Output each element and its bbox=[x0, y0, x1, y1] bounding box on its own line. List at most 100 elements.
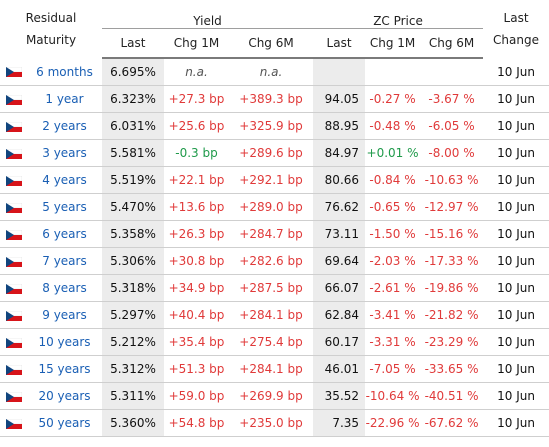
yield-chg1m-cell: +35.4 bp bbox=[164, 328, 229, 356]
zc-chg6m-cell: -3.67 % bbox=[420, 85, 484, 113]
zc-chg6m-cell: -15.16 % bbox=[420, 220, 484, 248]
table-row: 1 year 6.323% +27.3 bp +389.3 bp 94.05 -… bbox=[0, 85, 549, 113]
table-row: 9 years 5.297% +40.4 bp +284.1 bp 62.84 … bbox=[0, 301, 549, 329]
yield-last-cell: 6.031% bbox=[102, 112, 164, 140]
maturity-link[interactable]: 4 years bbox=[27, 166, 102, 194]
yield-chg1m-cell: +25.6 bp bbox=[164, 112, 229, 140]
maturity-link[interactable]: 15 years bbox=[27, 355, 102, 383]
table-row: 8 years 5.318% +34.9 bp +287.5 bp 66.07 … bbox=[0, 274, 549, 302]
yield-chg1m-cell: +51.3 bp bbox=[164, 355, 229, 383]
yield-last-cell: 6.323% bbox=[102, 85, 164, 113]
zc-chg1m-cell: -0.48 % bbox=[365, 112, 421, 140]
maturity-link[interactable]: 7 years bbox=[27, 247, 102, 275]
flag-cell bbox=[0, 247, 27, 275]
flag-cell bbox=[0, 139, 27, 167]
last-change-date-cell: 10 Jun bbox=[483, 382, 549, 410]
maturity-link[interactable]: 8 years bbox=[27, 274, 102, 302]
table-row: 50 years 5.360% +54.8 bp +235.0 bp 7.35 … bbox=[0, 409, 549, 437]
czech-flag-icon bbox=[5, 391, 22, 402]
yield-last-cell: 5.318% bbox=[102, 274, 164, 302]
yield-chg6m-cell: +269.9 bp bbox=[229, 382, 314, 410]
czech-flag-icon bbox=[5, 337, 22, 348]
yield-last-cell: 5.297% bbox=[102, 301, 164, 329]
czech-flag-icon bbox=[5, 418, 22, 429]
maturity-link[interactable]: 9 years bbox=[27, 301, 102, 329]
yield-chg1m-cell: +40.4 bp bbox=[164, 301, 229, 329]
maturity-link[interactable]: 6 months bbox=[27, 58, 102, 86]
maturity-link[interactable]: 2 years bbox=[27, 112, 102, 140]
flag-cell bbox=[0, 58, 27, 86]
flag-cell bbox=[0, 301, 27, 329]
maturity-link[interactable]: 20 years bbox=[27, 382, 102, 410]
header-row-top: Residual Maturity Yield ZC Price Last Ch… bbox=[0, 0, 549, 47]
maturity-link[interactable]: 10 years bbox=[27, 328, 102, 356]
czech-flag-icon bbox=[5, 256, 22, 267]
last-change-date-cell: 10 Jun bbox=[483, 355, 549, 383]
yield-last-cell: 5.306% bbox=[102, 247, 164, 275]
yield-chg6m-cell: +275.4 bp bbox=[229, 328, 314, 356]
zc-last-cell: 80.66 bbox=[313, 166, 366, 194]
czech-flag-icon bbox=[5, 283, 22, 294]
maturity-link[interactable]: 50 years bbox=[27, 409, 102, 437]
yield-chg6m-cell: +282.6 bp bbox=[229, 247, 314, 275]
zc-last-cell: 76.62 bbox=[313, 193, 366, 221]
yield-last-cell: 5.312% bbox=[102, 355, 164, 383]
last-change-date-cell: 10 Jun bbox=[483, 409, 549, 437]
yield-chg6m-cell: +284.1 bp bbox=[229, 301, 314, 329]
maturity-link[interactable]: 1 year bbox=[27, 85, 102, 113]
table-row: 3 years 5.581% -0.3 bp +289.6 bp 84.97 +… bbox=[0, 139, 549, 167]
zc-chg1m-cell: -3.41 % bbox=[365, 301, 421, 329]
zc-chg1m-cell: -2.03 % bbox=[365, 247, 421, 275]
zc-chg6m-header: Chg 6M bbox=[420, 28, 484, 59]
table-row: 15 years 5.312% +51.3 bp +284.1 bp 46.01… bbox=[0, 355, 549, 383]
zc-chg6m-cell: -17.33 % bbox=[420, 247, 484, 275]
flag-cell bbox=[0, 274, 27, 302]
yield-last-header: Last bbox=[102, 28, 164, 59]
yield-chg6m-cell: +389.3 bp bbox=[229, 85, 314, 113]
table-row: 7 years 5.306% +30.8 bp +282.6 bp 69.64 … bbox=[0, 247, 549, 275]
yield-chg1m-header: Chg 1M bbox=[164, 28, 229, 59]
zc-chg1m-cell: -10.64 % bbox=[365, 382, 421, 410]
yield-last-cell: 5.360% bbox=[102, 409, 164, 437]
residual-maturity-header: Residual Maturity bbox=[25, 11, 77, 47]
flag-cell bbox=[0, 220, 27, 248]
yield-last-cell: 5.358% bbox=[102, 220, 164, 248]
yield-chg1m-cell: +34.9 bp bbox=[164, 274, 229, 302]
zc-last-cell: 94.05 bbox=[313, 85, 366, 113]
zc-chg6m-cell: -10.63 % bbox=[420, 166, 484, 194]
table-row: 20 years 5.311% +59.0 bp +269.9 bp 35.52… bbox=[0, 382, 549, 410]
zc-chg6m-cell: -12.97 % bbox=[420, 193, 484, 221]
flag-cell bbox=[0, 382, 27, 410]
yield-chg1m-cell: +30.8 bp bbox=[164, 247, 229, 275]
czech-flag-icon bbox=[5, 148, 22, 159]
yield-chg1m-cell: n.a. bbox=[164, 58, 229, 86]
last-change-date-cell: 10 Jun bbox=[483, 274, 549, 302]
yield-last-cell: 6.695% bbox=[102, 58, 164, 86]
yield-chg6m-cell: +284.1 bp bbox=[229, 355, 314, 383]
zc-chg6m-cell: -6.05 % bbox=[420, 112, 484, 140]
yield-chg6m-cell: +289.6 bp bbox=[229, 139, 314, 167]
yield-chg1m-cell: +13.6 bp bbox=[164, 193, 229, 221]
flag-cell bbox=[0, 112, 27, 140]
table-row: 2 years 6.031% +25.6 bp +325.9 bp 88.95 … bbox=[0, 112, 549, 140]
czech-flag-icon bbox=[5, 364, 22, 375]
table-row: 4 years 5.519% +22.1 bp +292.1 bp 80.66 … bbox=[0, 166, 549, 194]
yield-chg1m-cell: +59.0 bp bbox=[164, 382, 229, 410]
yield-last-cell: 5.311% bbox=[102, 382, 164, 410]
maturity-link[interactable]: 5 years bbox=[27, 193, 102, 221]
yield-chg1m-cell: +54.8 bp bbox=[164, 409, 229, 437]
flag-cell bbox=[0, 166, 27, 194]
yield-last-cell: 5.581% bbox=[102, 139, 164, 167]
flag-cell bbox=[0, 328, 27, 356]
zc-last-cell: 35.52 bbox=[313, 382, 366, 410]
maturity-link[interactable]: 3 years bbox=[27, 139, 102, 167]
zc-chg6m-cell bbox=[420, 58, 484, 86]
zc-last-cell bbox=[313, 58, 366, 86]
maturity-link[interactable]: 6 years bbox=[27, 220, 102, 248]
zc-chg1m-header: Chg 1M bbox=[365, 28, 421, 59]
zc-last-cell: 66.07 bbox=[313, 274, 366, 302]
zc-chg6m-cell: -40.51 % bbox=[420, 382, 484, 410]
zc-chg6m-cell: -21.82 % bbox=[420, 301, 484, 329]
bond-yields-table: Residual Maturity Yield ZC Price Last Ch… bbox=[0, 0, 549, 437]
yield-chg1m-cell: +27.3 bp bbox=[164, 85, 229, 113]
